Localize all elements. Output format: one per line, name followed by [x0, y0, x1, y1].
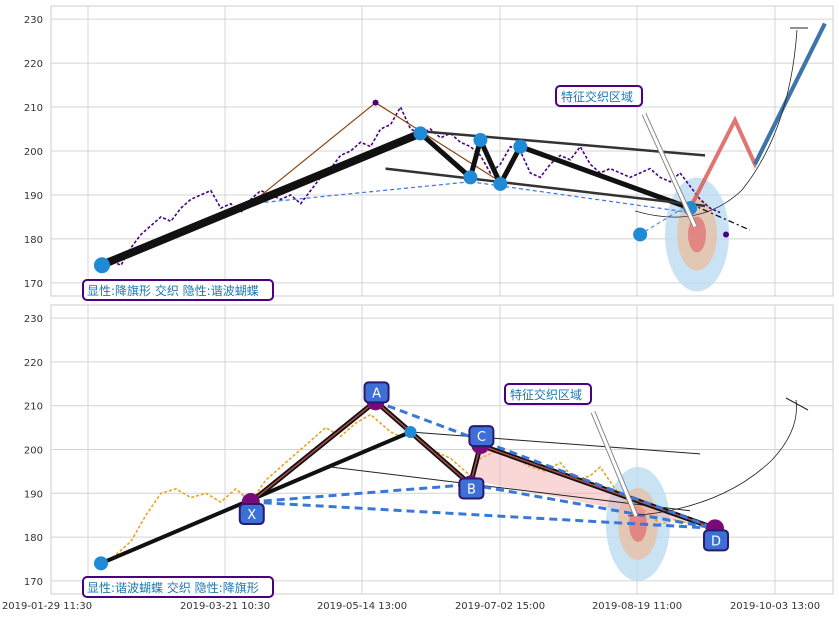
projection-arc	[627, 399, 797, 517]
zone-label: 特征交织区域	[510, 387, 582, 402]
y-tick-label: 220	[24, 59, 43, 70]
dashed-line	[250, 181, 471, 205]
pattern-label: 显性:降旗形 交织 隐性:谐波蝴蝶	[87, 283, 259, 298]
harmonic-label-box	[363, 381, 390, 404]
projection-path	[753, 22, 827, 166]
pattern-label-box	[82, 576, 274, 598]
top-panel: 170 180 190 200 210 220 230 显性:降旗形 交织 隐性:谐波蝴蝶 特征…	[24, 5, 834, 301]
harmonic-dashed	[250, 483, 471, 504]
y-tick-label: 170	[24, 577, 43, 588]
flag-segment	[497, 144, 523, 187]
y-tick-label: 200	[24, 147, 43, 158]
harmonic-label: X	[247, 508, 256, 523]
pattern-point	[94, 257, 110, 274]
pattern-label: 显性:谐波蝴蝶 交织 隐性:降旗形	[87, 580, 259, 595]
y-tick-label: 210	[24, 103, 43, 114]
harmonic-label-box	[458, 477, 485, 500]
x-tick-label: 2019-08-19 11:00	[592, 601, 682, 612]
flag-segment	[477, 137, 503, 187]
pattern-point	[633, 227, 648, 242]
harmonic-dashed	[470, 483, 716, 530]
y-tick-label: 230	[24, 15, 43, 26]
flag-segment	[417, 130, 473, 180]
pattern-label-box	[82, 279, 274, 301]
pattern-point	[493, 176, 508, 191]
harmonic-label: B	[467, 483, 476, 498]
channel-upper	[410, 431, 701, 455]
zone-label-box	[504, 383, 592, 405]
pattern-point	[372, 99, 379, 106]
pattern-point	[723, 231, 729, 238]
harmonic-label-box	[238, 503, 265, 526]
harmonic-label: A	[372, 386, 381, 401]
projection-line	[639, 203, 691, 235]
y-tick-label: 210	[24, 402, 43, 413]
zone-arrow	[642, 113, 697, 228]
flag-segment	[517, 144, 693, 211]
y-tick-label: 170	[24, 279, 43, 290]
channel-upper	[420, 129, 706, 157]
y-tick-label: 190	[24, 489, 43, 500]
x-tick-label: 2019-07-02 15:00	[455, 601, 545, 612]
x-tick-label: 2019-01-29 11:30	[2, 601, 92, 612]
channel-lower	[385, 167, 706, 208]
harmonic-dashed	[375, 399, 716, 530]
harmonic-label: C	[477, 430, 486, 445]
y-tick-label: 200	[24, 446, 43, 457]
harmonic-label-box	[468, 425, 495, 448]
projection-line	[689, 203, 751, 231]
pattern-point	[473, 133, 488, 148]
pattern-line	[375, 102, 501, 183]
flag-segment	[97, 129, 425, 270]
harmonic-label-box	[703, 529, 730, 552]
x-tick-label: 2019-10-03 13:00	[730, 601, 820, 612]
harmonic-leg-inner	[250, 400, 377, 503]
y-tick-label: 230	[24, 314, 43, 325]
y-tick-label: 220	[24, 358, 43, 369]
pattern-point	[404, 425, 417, 438]
price-series	[100, 105, 721, 271]
dashed-line	[470, 181, 691, 214]
y-tick-label: 180	[24, 533, 43, 544]
projection-arc	[634, 29, 798, 218]
projection-cap	[785, 397, 809, 411]
pattern-point	[94, 556, 108, 571]
x-tick-label: 2019-03-21 10:30	[180, 601, 270, 612]
zone-label: 特征交织区域	[561, 89, 633, 104]
harmonic-leg-inner	[480, 444, 716, 530]
y-tick-label: 180	[24, 235, 43, 246]
harmonic-label: D	[711, 534, 721, 549]
pattern-point	[463, 170, 478, 185]
x-axis: 2019-01-29 11:30 2019-03-21 10:30 2019-05-…	[2, 601, 820, 612]
y-tick-label: 190	[24, 191, 43, 202]
x-tick-label: 2019-05-14 13:00	[317, 601, 407, 612]
bottom-panel: 170 180 190 200 210 220 230 X A B C D 显性:谐波蝴蝶 交织 隐性:…	[24, 304, 834, 598]
pattern-point	[413, 126, 428, 141]
pattern-line	[250, 102, 376, 205]
pattern-point	[513, 139, 528, 154]
harmonic-leg-inner	[375, 400, 471, 486]
zone-label-box	[555, 85, 643, 107]
zone-arrow	[591, 411, 638, 517]
